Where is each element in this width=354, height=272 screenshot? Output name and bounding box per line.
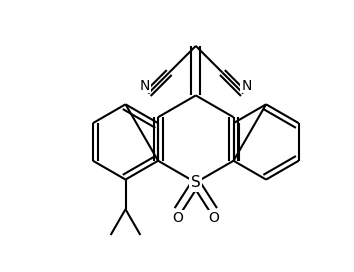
- Text: N: N: [241, 79, 252, 92]
- Text: N: N: [140, 79, 150, 92]
- Text: S: S: [191, 175, 201, 190]
- Text: O: O: [208, 211, 219, 225]
- Text: O: O: [172, 211, 183, 225]
